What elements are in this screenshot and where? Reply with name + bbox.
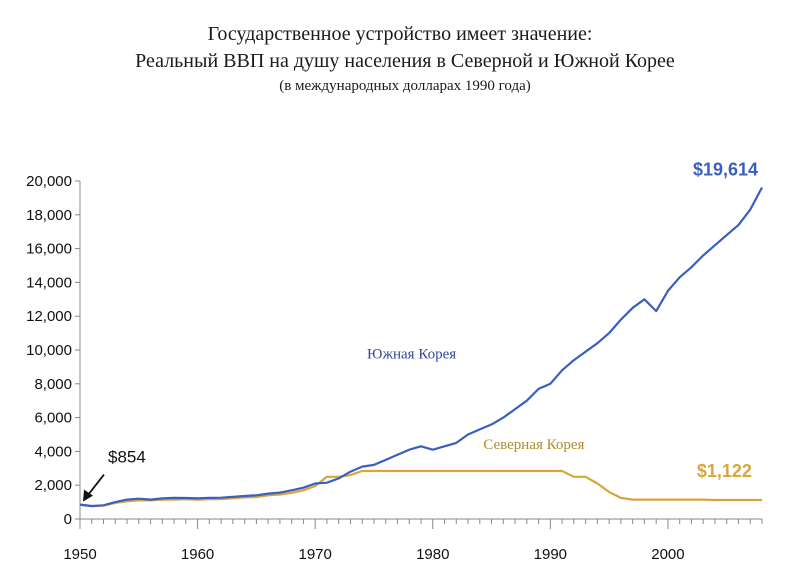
y-tick-label: 16,000 — [26, 241, 72, 258]
series-layer — [79, 186, 763, 508]
y-tick-label: 18,000 — [26, 207, 72, 224]
x-tick-label: 1960 — [181, 546, 214, 563]
north-korea-series-label: Северная Корея — [483, 437, 584, 453]
north-korea-end-label: $1,122 — [697, 461, 752, 481]
x-tick-label: 1980 — [416, 546, 449, 563]
chart-subtitle: Реальный ВВП на душу населения в Северно… — [135, 50, 675, 72]
y-tick-label: 12,000 — [26, 308, 72, 325]
x-tick-label: 1950 — [63, 546, 96, 563]
y-tick-label: 0 — [64, 511, 72, 528]
labels-layer: Южная Корея Северная Корея $19,614 $1,122 $8… — [83, 160, 758, 502]
south-korea-line — [79, 186, 763, 508]
y-tick-label: 14,000 — [26, 274, 72, 291]
chart-note: (в международных долларах 1990 года) — [279, 78, 531, 94]
south-korea-end-label: $19,614 — [693, 160, 758, 180]
chart-title: Государственное устройство имеет значени… — [208, 23, 593, 45]
x-tick-label: 2000 — [651, 546, 684, 563]
y-tick-label: 4,000 — [34, 443, 72, 460]
y-tick-label: 10,000 — [26, 342, 72, 359]
start-value-annotation: $854 — [108, 448, 146, 467]
y-tick-label: 6,000 — [34, 410, 72, 427]
x-tick-label: 1990 — [534, 546, 567, 563]
y-tick-label: 20,000 — [26, 173, 72, 190]
north-korea-line — [79, 469, 762, 508]
annotation-arrow-head — [83, 489, 93, 502]
south-korea-series-label: Южная Корея — [367, 346, 456, 362]
x-axis: 1950 1960 1970 1980 1990 2000 — [63, 518, 763, 563]
y-tick-label: 2,000 — [34, 477, 72, 494]
y-axis: 0 2,000 4,000 6,000 8,000 10,000 12,000 14,000 1… — [26, 173, 81, 528]
x-tick-label: 1970 — [298, 546, 331, 563]
y-tick-label: 8,000 — [34, 376, 72, 393]
